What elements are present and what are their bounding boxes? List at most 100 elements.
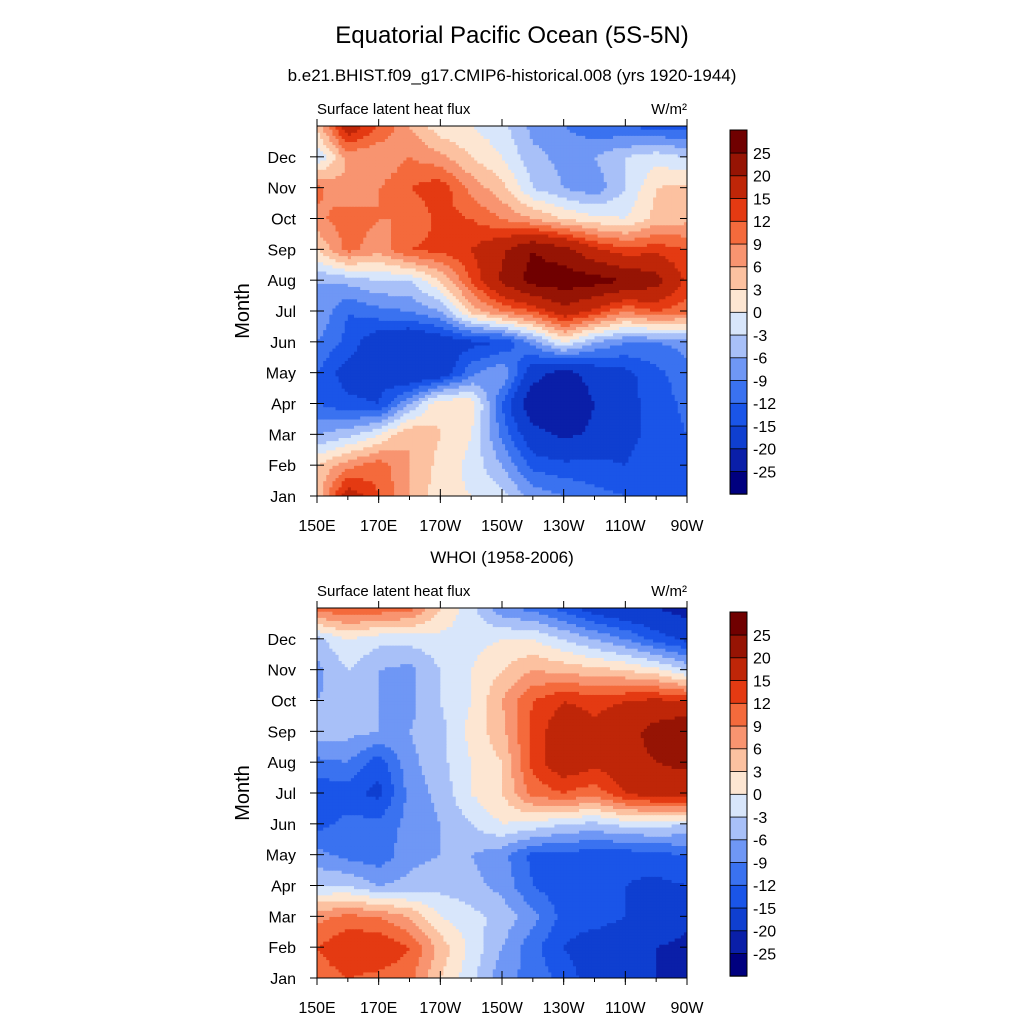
heatmap-cell xyxy=(341,486,346,491)
heatmap-cell xyxy=(387,471,392,476)
heatmap-cell xyxy=(446,431,451,435)
heatmap-cell xyxy=(378,443,383,448)
heatmap-cell xyxy=(606,462,611,466)
heatmap-cell xyxy=(557,477,562,482)
heatmap-cell xyxy=(600,434,605,439)
heatmap-cell xyxy=(622,477,626,482)
heatmap-cell xyxy=(465,449,469,454)
heatmap-cell xyxy=(514,492,519,496)
heatmap-cell xyxy=(560,437,565,442)
heatmap-cell xyxy=(455,443,460,448)
heatmap-cell xyxy=(455,486,460,491)
heatmap-cell xyxy=(440,449,445,454)
heatmap-cell xyxy=(520,446,525,451)
heatmap-cell xyxy=(495,428,500,432)
heatmap-cell xyxy=(320,492,324,496)
heatmap-cell xyxy=(585,449,589,454)
heatmap-cell xyxy=(437,468,441,472)
heatmap-cell xyxy=(554,480,559,485)
heatmap-cell xyxy=(643,443,648,448)
heatmap-cell xyxy=(477,471,482,476)
heatmap-cell xyxy=(338,449,343,454)
heatmap-cell xyxy=(557,440,562,445)
heatmap-cell xyxy=(461,422,466,426)
heatmap-cell xyxy=(591,465,596,469)
heatmap-cell xyxy=(585,425,589,429)
heatmap-cell xyxy=(443,462,448,466)
heatmap-cell xyxy=(545,446,549,451)
heatmap-cell xyxy=(465,483,469,488)
heatmap-cell xyxy=(616,474,620,479)
heatmap-cell xyxy=(653,446,657,451)
heatmap-cell xyxy=(683,443,687,448)
heatmap-cell xyxy=(418,492,423,496)
heatmap-cell xyxy=(609,471,614,476)
heatmap-cell xyxy=(625,431,630,435)
heatmap-cell xyxy=(326,471,330,476)
heatmap-cell xyxy=(631,455,636,460)
heatmap-cell xyxy=(440,455,445,460)
heatmap-cell xyxy=(384,428,389,432)
heatmap-cell xyxy=(563,437,568,442)
heatmap-cell xyxy=(529,449,534,454)
heatmap-cell xyxy=(532,462,537,466)
heatmap-cell xyxy=(498,468,503,472)
heatmap-cell xyxy=(594,440,599,445)
heatmap-cell xyxy=(428,431,432,435)
heatmap-cell xyxy=(619,465,623,469)
heatmap-cell xyxy=(434,455,438,460)
heatmap-cell xyxy=(502,452,506,457)
heatmap-cell xyxy=(603,474,608,479)
heatmap-cell xyxy=(643,477,648,482)
heatmap-cell xyxy=(400,477,404,482)
heatmap-cell xyxy=(498,477,503,482)
heatmap-cell xyxy=(461,492,466,496)
heatmap-cell xyxy=(579,462,583,466)
heatmap-cell xyxy=(640,486,645,491)
heatmap-cell xyxy=(628,422,633,426)
heatmap-cell xyxy=(650,471,654,476)
heatmap-cell xyxy=(498,443,503,448)
heatmap-cell xyxy=(455,465,460,469)
heatmap-cell xyxy=(434,480,438,485)
heatmap-cell xyxy=(603,486,608,491)
heatmap-cell xyxy=(505,480,509,485)
heatmap-cell xyxy=(335,459,340,463)
heatmap-cell xyxy=(588,465,593,469)
heatmap-cell xyxy=(653,434,657,439)
heatmap-cell xyxy=(683,489,687,494)
heatmap-cell xyxy=(653,459,657,463)
heatmap-cell xyxy=(326,489,330,494)
heatmap-cell xyxy=(542,443,546,448)
heatmap-cell xyxy=(557,459,562,463)
heatmap-cell xyxy=(640,422,645,426)
heatmap-cell xyxy=(366,471,371,476)
heatmap-cell xyxy=(495,474,500,479)
heatmap-cell xyxy=(326,437,330,442)
heatmap-cell xyxy=(680,483,685,488)
heatmap-cell xyxy=(320,471,324,476)
heatmap-cell xyxy=(653,425,657,429)
heatmap-cell xyxy=(572,486,577,491)
heatmap-cell xyxy=(539,459,543,463)
heatmap-cell xyxy=(344,437,349,442)
heatmap-cell xyxy=(317,477,321,482)
heatmap-cell xyxy=(539,486,543,491)
heatmap-cell xyxy=(683,480,687,485)
heatmap-cell xyxy=(458,431,463,435)
heatmap-cell xyxy=(554,446,559,451)
heatmap-cell xyxy=(317,443,321,448)
heatmap-cell xyxy=(650,492,654,496)
heatmap-cell xyxy=(468,465,472,469)
heatmap-cell xyxy=(579,431,583,435)
heatmap-cell xyxy=(344,477,349,482)
heatmap-cell xyxy=(594,437,599,442)
heatmap-cell xyxy=(653,489,657,494)
heatmap-cell xyxy=(366,468,371,472)
heatmap-cell xyxy=(545,462,549,466)
heatmap-cell xyxy=(677,452,682,457)
heatmap-cell xyxy=(495,443,500,448)
heatmap-cell xyxy=(418,425,423,429)
heatmap-cell xyxy=(674,486,679,491)
heatmap-cell xyxy=(465,474,469,479)
